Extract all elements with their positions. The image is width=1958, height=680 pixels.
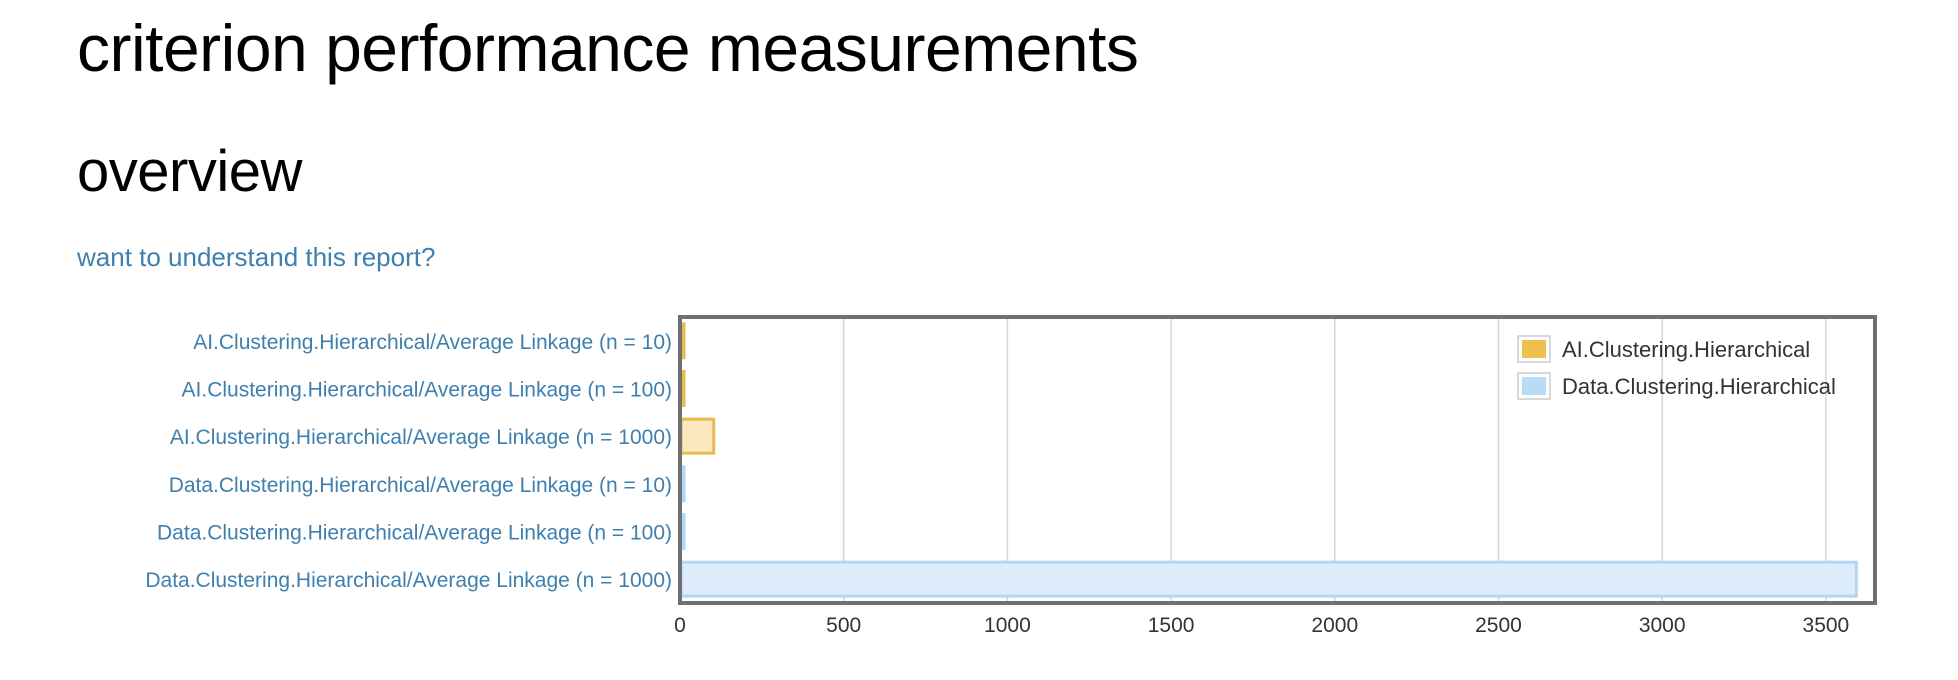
bar xyxy=(679,417,716,455)
x-tick-label: 3000 xyxy=(1639,614,1686,637)
legend-label: Data.Clustering.Hierarchical xyxy=(1562,374,1836,399)
category-label: AI.Clustering.Hierarchical/Average Linka… xyxy=(170,426,672,449)
x-tick-label: 500 xyxy=(826,614,861,637)
x-tick-label: 1000 xyxy=(984,614,1031,637)
category-label: AI.Clustering.Hierarchical/Average Linka… xyxy=(193,331,672,354)
x-tick-label: 2000 xyxy=(1311,614,1358,637)
bar xyxy=(679,560,1858,598)
category-label: Data.Clustering.Hierarchical/Average Lin… xyxy=(157,522,672,545)
section-title: overview xyxy=(77,139,302,204)
page-title: criterion performance measurements xyxy=(77,11,1139,85)
category-label: Data.Clustering.Hierarchical/Average Lin… xyxy=(145,569,672,592)
plot-frame xyxy=(678,315,1877,605)
category-label: AI.Clustering.Hierarchical/Average Linka… xyxy=(182,379,672,402)
plot-background xyxy=(680,317,1875,603)
x-tick-label: 2500 xyxy=(1475,614,1522,637)
x-tick-label: 3500 xyxy=(1803,614,1850,637)
x-tick-label: 1500 xyxy=(1148,614,1195,637)
category-label: Data.Clustering.Hierarchical/Average Lin… xyxy=(169,474,672,497)
legend-swatch xyxy=(1522,377,1546,395)
understand-report-link[interactable]: want to understand this report? xyxy=(77,242,436,272)
legend-swatch xyxy=(1522,340,1546,358)
x-tick-label: 0 xyxy=(674,614,686,637)
legend-label: AI.Clustering.Hierarchical xyxy=(1562,337,1810,362)
